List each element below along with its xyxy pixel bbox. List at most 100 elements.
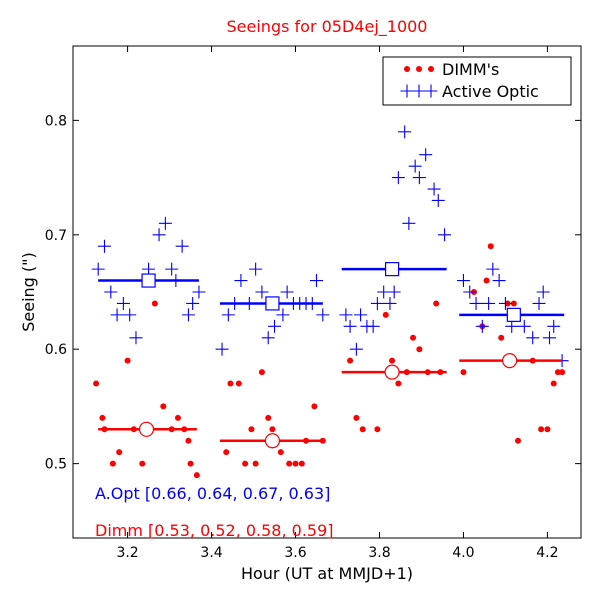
y-tick-label: 0.7 (45, 228, 67, 244)
active-optic-point (255, 285, 269, 299)
y-tick-label: 0.5 (45, 457, 67, 473)
dimm-bin-marker (138, 421, 155, 437)
active-optic-point (142, 262, 156, 276)
dimm-point (277, 449, 284, 456)
dimm-point (359, 426, 366, 433)
x-axis-label: Hour (UT at MMJD+1) (241, 564, 413, 583)
dimm-point (242, 460, 249, 467)
active-optic-bin-marker (506, 307, 521, 322)
dimm-point (347, 357, 354, 364)
active-optic-point (268, 319, 282, 333)
legend-label-dimm: DIMM's (442, 60, 499, 79)
dimm-point (410, 334, 417, 341)
dimm-bin-marker (264, 433, 281, 449)
active-optic-point (431, 193, 445, 207)
active-optic-point (469, 296, 483, 310)
legend-dimm-marker (428, 66, 434, 72)
x-tick-label: 4.0 (452, 545, 474, 561)
active-optic-point (456, 274, 470, 288)
active-optic-point (165, 262, 179, 276)
dimm-point (433, 300, 440, 307)
dimm-point (483, 277, 490, 284)
plot-frame (72, 45, 582, 539)
active-optic-point (175, 239, 189, 253)
dimm-point (510, 300, 517, 307)
dimm-point (382, 311, 389, 318)
dimm-point (99, 414, 106, 421)
active-optic-point (526, 331, 540, 345)
active-optic-point (349, 342, 363, 356)
dimm-point (487, 243, 494, 250)
active-optic-point (339, 308, 353, 322)
legend-dimm-marker (404, 66, 410, 72)
dimm-point (223, 449, 230, 456)
active-optic-point (129, 331, 143, 345)
dimm-point (248, 426, 255, 433)
active-optic-point (438, 228, 452, 242)
active-optic-point (543, 331, 557, 345)
dimm-point (185, 437, 192, 444)
dimm-bin-marker (384, 364, 400, 380)
active-optic-point (547, 319, 561, 333)
active-optic-point (97, 239, 111, 253)
dimm-bin-marker (502, 353, 518, 369)
active-optic-point (532, 296, 546, 310)
dimm-point (554, 369, 561, 376)
x-tick-label: 3.4 (200, 545, 222, 561)
x-tick-label: 3.6 (284, 545, 306, 561)
plot-area (91, 125, 569, 479)
dimm-point (559, 369, 566, 376)
x-tick-label: 3.8 (368, 545, 390, 561)
dimm-point (265, 414, 272, 421)
dimm-point (538, 426, 545, 433)
active-optic-point (91, 262, 105, 276)
dimm-point (235, 380, 242, 387)
active-optic-point (280, 285, 294, 299)
active-optic-point (249, 262, 263, 276)
legend-active-optic-marker (424, 84, 438, 98)
active-optic-point (261, 331, 275, 345)
active-optic-point (383, 296, 397, 310)
active-optic-point (387, 285, 401, 299)
dimm-point (311, 403, 318, 410)
dimm-point (174, 414, 181, 421)
dimm-point (269, 426, 276, 433)
active-optic-point (215, 342, 229, 356)
active-optic-point (536, 285, 550, 299)
active-optic-point (402, 216, 416, 230)
active-optic-point (366, 319, 380, 333)
active-optic-point (463, 285, 477, 299)
dimm-point (139, 460, 146, 467)
dimm-point (187, 460, 194, 467)
active-optic-point (475, 319, 489, 333)
active-optic-bin-marker (265, 296, 280, 311)
y-tick-label: 0.8 (45, 113, 67, 129)
dimm-point (374, 426, 381, 433)
dimm-point (252, 460, 259, 467)
active-optic-point (158, 216, 172, 230)
active-optic-point (234, 274, 248, 288)
active-optic-point (498, 296, 512, 310)
active-optic-point (104, 285, 118, 299)
active-optic-point (116, 296, 130, 310)
dimm-point (389, 357, 396, 364)
active-optic-point (316, 308, 330, 322)
legend-label-active-optic: Active Optic (442, 82, 539, 101)
dimm-point (124, 357, 131, 364)
dimm-point (416, 346, 423, 353)
active-optic-point (110, 308, 124, 322)
dimm-point (116, 449, 123, 456)
active-optic-point (408, 159, 422, 173)
active-optic-point (492, 274, 506, 288)
dimm-point (353, 414, 360, 421)
x-tick-label: 4.2 (536, 545, 558, 561)
active-optic-point (486, 262, 500, 276)
legend-active-optic-marker (412, 84, 426, 98)
dimm-point (151, 300, 158, 307)
dimm-point (460, 369, 467, 376)
active-optic-point (123, 308, 137, 322)
legend-box (382, 56, 572, 106)
dimm-point (160, 403, 167, 410)
